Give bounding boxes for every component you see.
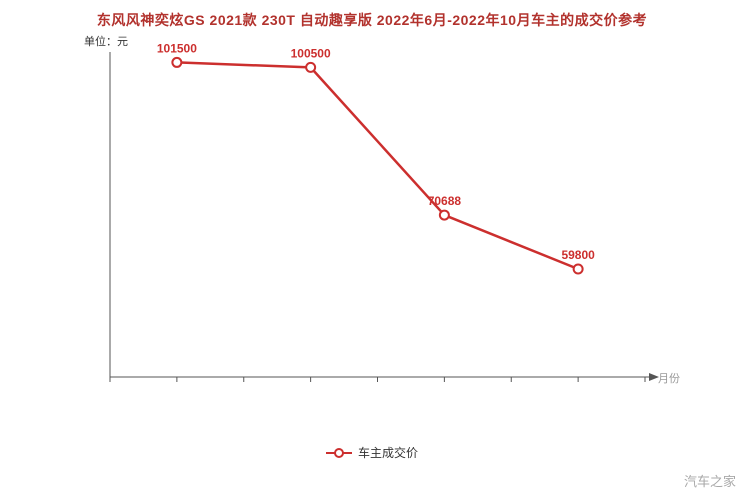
legend-line-marker-icon: [325, 447, 352, 458]
x-axis-label: 月份: [658, 373, 680, 385]
data-point-label: 100500: [291, 46, 331, 60]
data-point: [305, 61, 317, 73]
data-point-label: 70688: [428, 194, 462, 208]
data-point-label: 59800: [561, 248, 595, 262]
data-point: [171, 56, 183, 68]
legend-owner-price[interactable]: 车主成交价: [0, 444, 744, 461]
data-point: [572, 263, 584, 275]
watermark-autohome: 汽车之家: [683, 474, 736, 489]
legend-label: 车主成交价: [357, 446, 418, 460]
y-axis-unit-label: 单位：元: [84, 36, 128, 48]
data-point-label: 101500: [157, 41, 197, 55]
series-line: [176, 61, 579, 271]
x-axis-arrow-icon: [649, 373, 659, 381]
chart-title: 东风风神奕炫GS 2021款 230T 自动趣享版 2022年6月-2022年1…: [96, 12, 648, 28]
data-point: [438, 209, 450, 221]
